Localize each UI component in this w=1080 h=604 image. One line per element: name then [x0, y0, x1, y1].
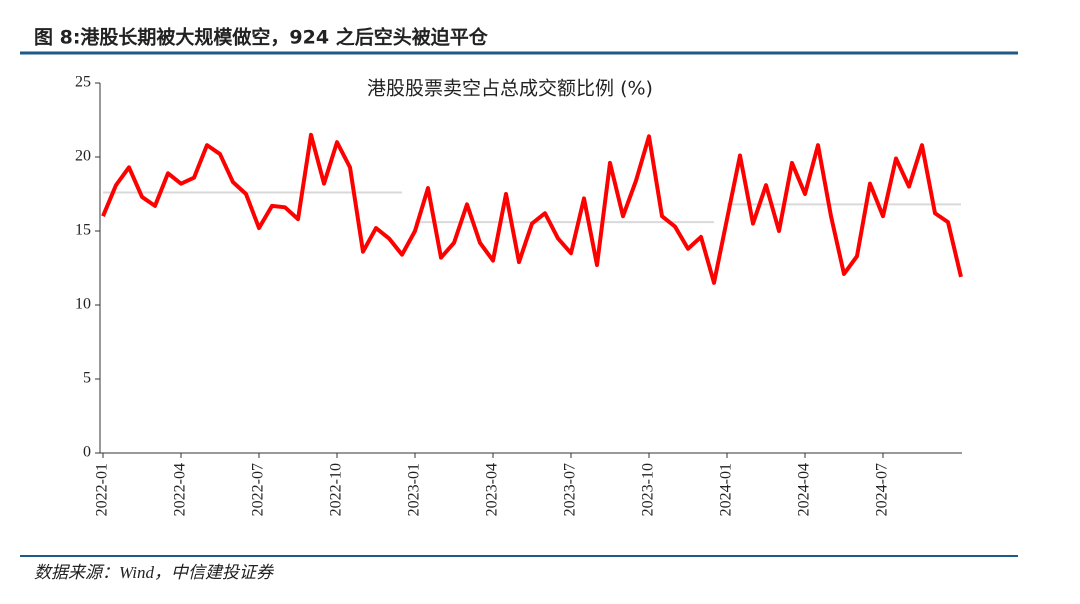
y-tick-label: 5	[83, 370, 91, 387]
x-tick-label: 2024-04	[796, 463, 813, 516]
x-tick-label: 2022-07	[250, 463, 267, 516]
x-tick-label: 2023-01	[406, 463, 423, 516]
y-tick-label: 20	[75, 148, 91, 165]
header-title: 图 8:港股长期被大规模做空，924 之后空头被迫平仓	[34, 26, 489, 49]
y-tick-label: 15	[75, 222, 91, 239]
series-line	[101, 132, 963, 285]
x-tick-label: 2023-10	[640, 463, 657, 516]
x-tick-label: 2022-10	[328, 463, 345, 516]
x-tick-label: 2024-07	[874, 463, 891, 516]
x-tick-label: 2022-04	[172, 463, 189, 516]
y-tick-label: 10	[75, 296, 91, 313]
x-tick-label: 2023-04	[484, 463, 501, 516]
x-tick-label: 2024-01	[718, 463, 735, 516]
x-tick-label: 2023-07	[562, 463, 579, 516]
chart-title: 港股股票卖空占总成交额比例 (%)	[367, 78, 653, 100]
x-tick-label: 2022-01	[94, 463, 111, 516]
y-tick-label: 0	[83, 444, 91, 461]
source: 数据来源：Wind，中信建投证券	[34, 563, 275, 582]
y-tick-label: 25	[75, 74, 91, 91]
